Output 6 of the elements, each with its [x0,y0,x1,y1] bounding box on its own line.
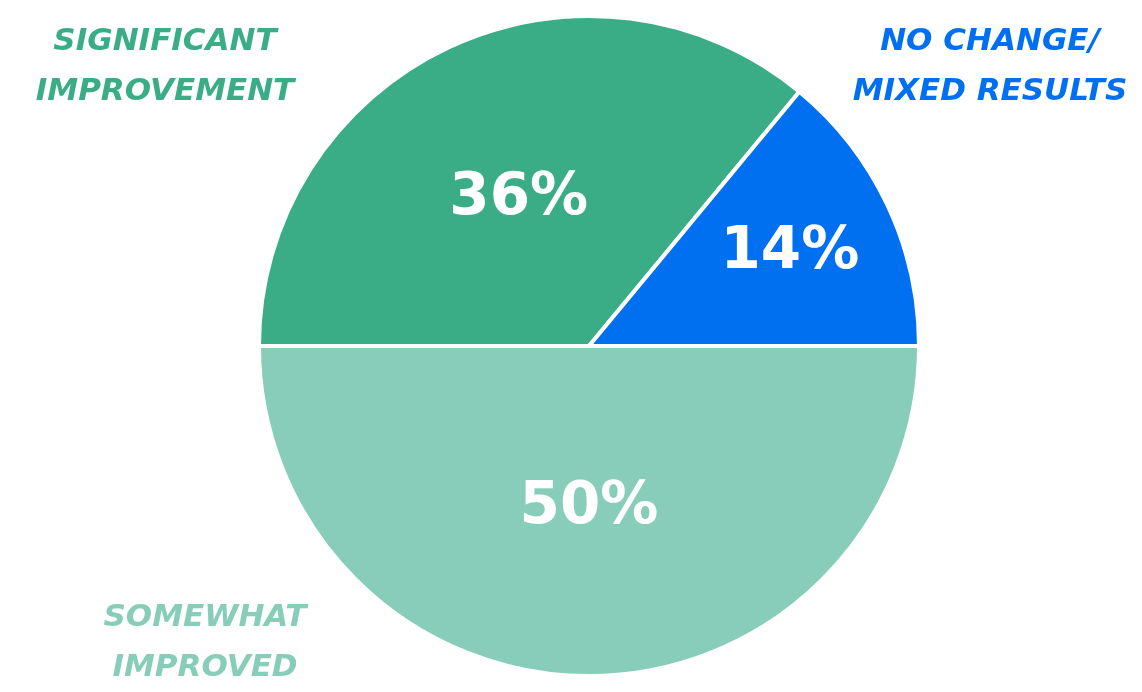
slice-label: SOMEWHAT IMPROVED [103,597,310,683]
data-label: 14% [720,214,860,283]
data-label: 50% [519,469,659,537]
slice-label: SIGNIFICANT IMPROVEMENT [35,21,298,107]
slice-label: NO CHANGE/ MIXED RESULTS [852,21,1128,107]
data-label: 36% [449,159,589,228]
